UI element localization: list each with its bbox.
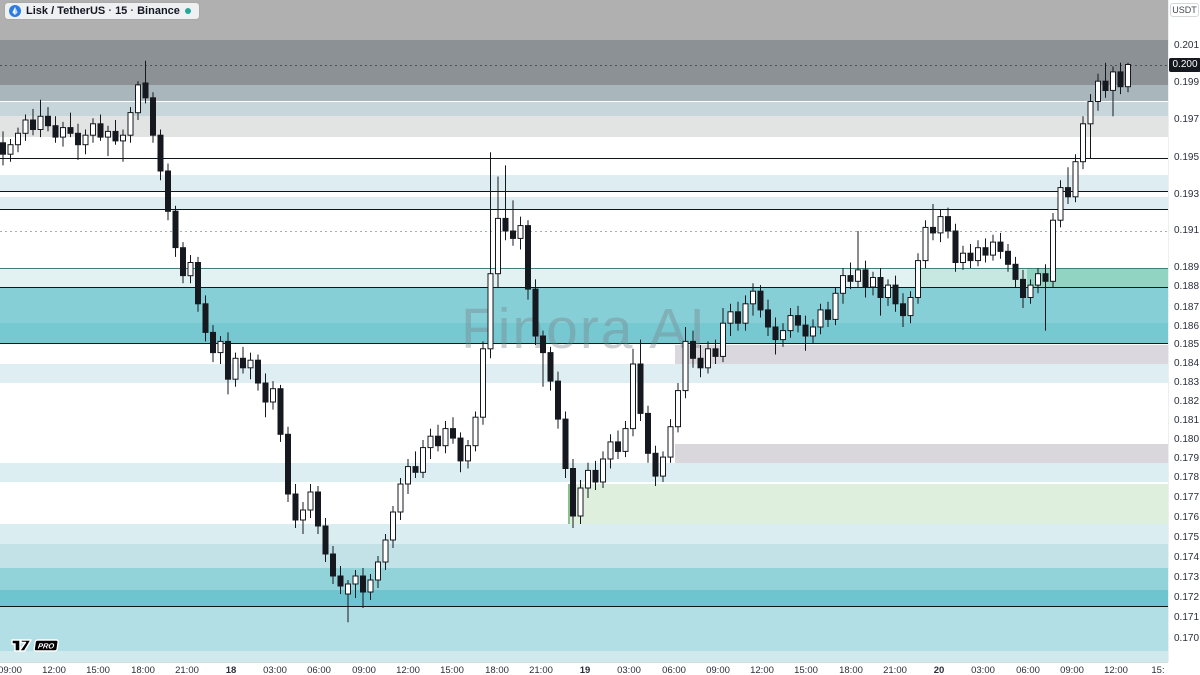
price-level-line — [0, 65, 1168, 66]
time-tick-label: 21:00 — [175, 665, 199, 675]
price-tick-label: 0.193 — [1174, 189, 1200, 200]
price-tick-label: 0.182 — [1174, 396, 1200, 407]
zone-band — [0, 606, 1168, 652]
time-tick-label: 21:00 — [529, 665, 553, 675]
axis-corner — [1168, 662, 1200, 675]
zone-band — [0, 287, 1168, 324]
zone-band — [1026, 268, 1168, 287]
price-tick-label: 0.191 — [1174, 225, 1200, 236]
price-tick-label: 0.184 — [1174, 358, 1200, 369]
chart-plot-area[interactable]: Finora AI Lisk / TetherUS · 15 · Binance… — [0, 0, 1168, 662]
time-axis[interactable]: 09:00 12:00 15:00 18:00 21:00 18 03:00 06:00 09:… — [0, 662, 1168, 675]
tradingview-icon — [11, 639, 32, 652]
zone-band — [0, 40, 1168, 85]
time-tick-label: 19 — [579, 665, 591, 675]
time-tick-label: 03:00 — [263, 665, 287, 675]
price-tick-label: 0.180 — [1174, 434, 1200, 445]
time-tick-label: 09:00 — [0, 665, 22, 675]
price-tick-label: 0.197 — [1174, 114, 1200, 125]
zone-band — [0, 651, 1168, 662]
time-tick-label: 15:00 — [86, 665, 110, 675]
current-price-badge: 0.200 — [1169, 57, 1200, 72]
price-tick-label: 0.176 — [1174, 512, 1200, 523]
price-tick-label: 0.178 — [1174, 472, 1200, 483]
price-level-line — [0, 606, 1168, 607]
pro-badge: PRO — [33, 639, 59, 652]
watermark: Finora AI — [460, 297, 708, 361]
price-level-line — [0, 343, 1168, 344]
time-tick-label: 06:00 — [307, 665, 331, 675]
time-tick-label: 09:00 — [706, 665, 730, 675]
time-tick-label: 09:00 — [352, 665, 376, 675]
time-tick-label: 03:00 — [971, 665, 995, 675]
price-tick-label: 0.175 — [1174, 532, 1200, 543]
price-tick-label: 0.170 — [1174, 633, 1200, 644]
symbol-title: Lisk / TetherUS · 15 · Binance — [26, 5, 180, 17]
price-tick-label: 0.199 — [1174, 77, 1200, 88]
price-level-line — [0, 231, 1168, 232]
time-tick-label: 12:00 — [42, 665, 66, 675]
time-tick-label: 18:00 — [839, 665, 863, 675]
time-tick-label: 12:00 — [396, 665, 420, 675]
price-level-line — [0, 191, 1168, 192]
price-tick-label: 0.188 — [1174, 281, 1200, 292]
zone-band — [0, 84, 1168, 102]
zone-band — [0, 544, 1168, 568]
price-level-line — [0, 209, 1168, 210]
tradingview-pro-logo[interactable]: PRO — [10, 636, 60, 659]
zone-band — [675, 443, 1168, 463]
price-tick-label: 0.187 — [1174, 302, 1200, 313]
price-tick-label: 0.189 — [1174, 262, 1200, 273]
time-tick-label: 06:00 — [662, 665, 686, 675]
price-tick-label: 0.183 — [1174, 377, 1200, 388]
price-tick-label: 0.179 — [1174, 453, 1200, 464]
price-level-line — [0, 268, 1168, 269]
time-tick-label: 09:00 — [1060, 665, 1084, 675]
price-tick-label: 0.185 — [1174, 339, 1200, 350]
time-tick-label: 15:00 — [440, 665, 464, 675]
price-tick-label: 0.201 — [1174, 40, 1200, 51]
time-tick-label: 18 — [225, 665, 237, 675]
lisk-logo-icon — [9, 5, 21, 17]
time-tick-label: 15: — [1151, 665, 1165, 675]
time-tick-label: 12:00 — [750, 665, 774, 675]
symbol-info-pill[interactable]: Lisk / TetherUS · 15 · Binance — [5, 3, 199, 19]
zone-band — [0, 568, 1168, 590]
svg-text:PRO: PRO — [37, 642, 55, 651]
price-axis[interactable]: USDT 0.200 0.201 0.199 0.197 0.195 0.193 0.19… — [1168, 0, 1200, 662]
zone-band — [0, 462, 1168, 482]
zone-band — [0, 590, 1168, 606]
price-level-line — [0, 287, 1168, 288]
time-tick-label: 06:00 — [1016, 665, 1040, 675]
zone-band — [0, 364, 1168, 383]
price-level-line — [0, 158, 1168, 159]
zone-band — [567, 484, 1168, 524]
price-tick-label: 0.195 — [1174, 152, 1200, 163]
zone-band — [0, 524, 1168, 544]
price-tick-label: 0.171 — [1174, 612, 1200, 623]
zone-band — [0, 323, 1168, 344]
zone-band — [0, 116, 1168, 138]
zone-band — [0, 101, 1168, 117]
zone-band — [675, 345, 1168, 364]
time-tick-label: 18:00 — [131, 665, 155, 675]
market-status-dot — [184, 8, 191, 14]
price-tick-label: 0.186 — [1174, 321, 1200, 332]
currency-label: USDT — [1170, 3, 1199, 17]
price-tick-label: 0.172 — [1174, 592, 1200, 603]
price-tick-label: 0.173 — [1174, 572, 1200, 583]
price-tick-label: 0.177 — [1174, 492, 1200, 503]
price-tick-label: 0.181 — [1174, 415, 1200, 426]
time-tick-label: 20 — [933, 665, 945, 675]
time-tick-label: 21:00 — [883, 665, 907, 675]
price-tick-label: 0.174 — [1174, 552, 1200, 563]
time-tick-label: 18:00 — [485, 665, 509, 675]
zone-band — [0, 196, 1168, 210]
zone-band — [0, 174, 1168, 192]
time-tick-label: 12:00 — [1104, 665, 1128, 675]
time-tick-label: 15:00 — [794, 665, 818, 675]
candles-layer — [0, 60, 1131, 623]
time-tick-label: 03:00 — [617, 665, 641, 675]
